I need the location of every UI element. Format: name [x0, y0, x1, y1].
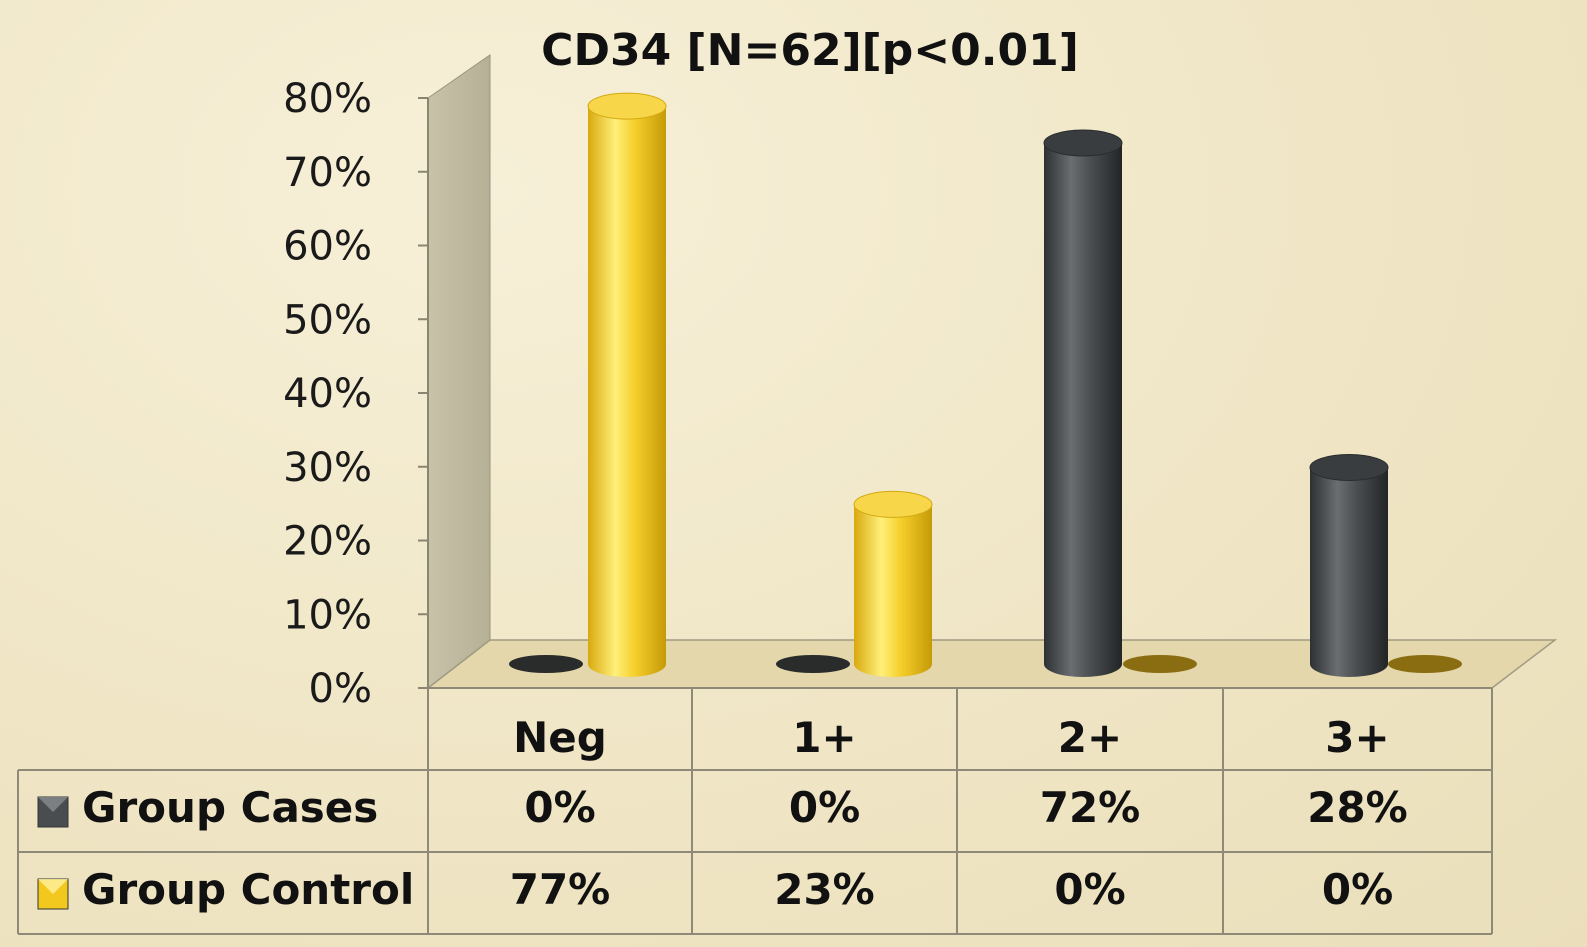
y-tick-label: 30% — [283, 445, 372, 491]
bar-control-0 — [587, 92, 667, 677]
table-cell: 28% — [1307, 783, 1408, 832]
y-tick-label: 40% — [283, 371, 372, 417]
table-cell: 0% — [1322, 865, 1393, 914]
y-tick-label: 60% — [283, 224, 372, 270]
bars-layer — [509, 92, 1462, 677]
table-cell: 23% — [774, 865, 875, 914]
zero-bar-disc — [1388, 655, 1462, 673]
table-cell: 0% — [789, 783, 860, 832]
bar-cases-1 — [776, 655, 850, 673]
zero-bar-disc — [776, 655, 850, 673]
table-cell: 72% — [1040, 783, 1141, 832]
y-tick-label: 80% — [283, 76, 372, 122]
y-tick-label: 0% — [309, 666, 372, 712]
table-cell: 0% — [1054, 865, 1125, 914]
bar-body — [588, 106, 666, 677]
chart-title: CD34 [N=62][p<0.01] — [541, 25, 1079, 76]
bar-body — [1310, 467, 1388, 677]
bar-top — [1309, 454, 1389, 481]
category-label: Neg — [513, 713, 607, 762]
legend-swatch-cases — [37, 796, 69, 828]
table-cell: 77% — [510, 865, 611, 914]
y-tick-label: 20% — [283, 519, 372, 565]
data-table: Neg 1+ 2+ 3+ Group Cases 0% 0% 72% 28% Group Cont… — [17, 687, 1493, 935]
bar-cases-0 — [509, 655, 583, 673]
bar-control-1 — [853, 490, 933, 677]
zero-bar-disc — [509, 655, 583, 673]
bar-control-3 — [1388, 655, 1462, 673]
table-cell: 0% — [524, 783, 595, 832]
legend-label: Group Control — [82, 865, 414, 914]
bar-top — [1043, 129, 1123, 157]
zero-bar-disc — [1123, 655, 1197, 673]
category-label: 2+ — [1058, 713, 1122, 762]
legend-label: Group Cases — [82, 783, 378, 832]
y-tick-label: 70% — [283, 150, 372, 196]
bar-top — [853, 490, 933, 518]
y-axis: 0% 10% 20% 30% 40% 50% 60% 70% 80% — [283, 76, 429, 712]
bar-control-2 — [1123, 655, 1197, 673]
y-tick-label: 50% — [283, 297, 372, 343]
bar-top — [587, 92, 667, 120]
bar-body — [1044, 143, 1122, 677]
bar-cases-3 — [1309, 454, 1389, 677]
bar-body — [854, 504, 932, 677]
bar-cases-2 — [1043, 129, 1123, 677]
category-label: 3+ — [1325, 713, 1389, 762]
category-label: 1+ — [792, 713, 856, 762]
side-wall — [427, 54, 491, 690]
y-tick-label: 10% — [283, 592, 372, 638]
legend-swatch-control — [37, 878, 69, 910]
